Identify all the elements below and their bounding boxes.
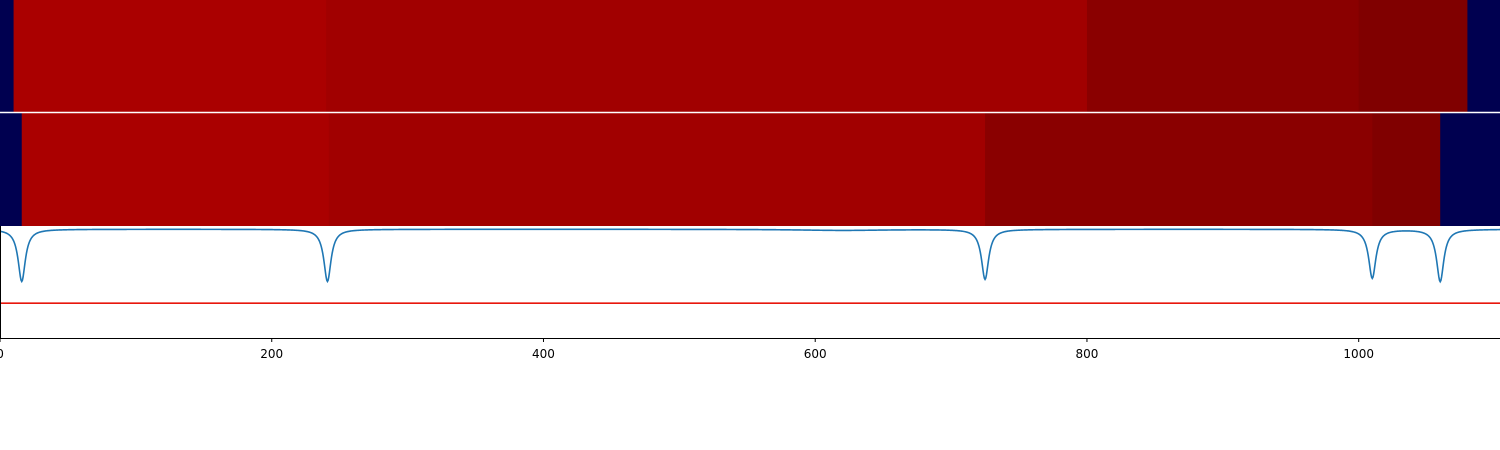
heatmap-cell	[1467, 0, 1500, 112]
x-tick-800: 800	[1076, 338, 1099, 361]
heatmap-cell	[326, 0, 1088, 112]
x-tick-600: 600	[804, 338, 827, 361]
heatmap-cell	[985, 113, 1373, 226]
heatmap-cell	[1372, 113, 1441, 226]
x-tick-label: 600	[804, 347, 827, 361]
heatmap-cell	[1358, 0, 1468, 112]
heatmap-track-1	[0, 0, 1500, 112]
x-tick-1000: 1000	[1343, 338, 1374, 361]
heatmap-cell	[1086, 0, 1360, 112]
x-tick-400: 400	[532, 338, 555, 361]
x-tick-label: 1000	[1343, 347, 1374, 361]
x-tick-200: 200	[260, 338, 283, 361]
plot-background	[0, 226, 1500, 338]
heatmap-cell	[0, 0, 15, 112]
x-axis: 0 200 400 600 800 1000	[0, 338, 1374, 361]
heatmap-cell	[328, 113, 986, 226]
x-tick-label: 200	[260, 347, 283, 361]
x-tick-0: 0	[0, 338, 4, 361]
x-tick-label: 400	[532, 347, 555, 361]
x-tick-label: 0	[0, 347, 4, 361]
heatmap-cell	[1440, 113, 1500, 226]
x-tick-label: 800	[1076, 347, 1099, 361]
heatmap-track-2	[0, 113, 1500, 226]
heatmap-cell	[13, 0, 327, 112]
heatmap-cell	[0, 113, 23, 226]
line-plot-area	[0, 226, 1500, 339]
heatmap-cell	[21, 113, 330, 226]
signal-line	[0, 228, 1500, 284]
